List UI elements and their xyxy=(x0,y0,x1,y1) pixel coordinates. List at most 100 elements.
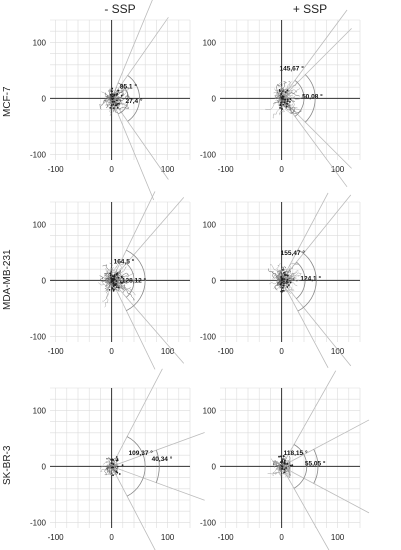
endpoint-dot xyxy=(282,103,285,106)
x-tick-label: -100 xyxy=(218,347,235,356)
angle-arc xyxy=(305,74,316,123)
y-tick-label: 0 xyxy=(42,462,47,471)
endpoint-dot xyxy=(289,100,291,103)
endpoint-dot xyxy=(287,284,290,287)
endpoint-dot xyxy=(281,95,284,98)
endpoint-dot xyxy=(283,468,286,471)
angle-arc xyxy=(117,82,129,115)
endpoint-dot xyxy=(283,471,286,474)
endpoint-dot xyxy=(279,283,282,286)
trajectory xyxy=(273,463,282,468)
angle-arc xyxy=(297,249,317,312)
endpoint-dot xyxy=(111,287,114,290)
trajectory xyxy=(111,278,127,283)
x-tick-label: -100 xyxy=(48,165,65,174)
y-tick-label: 100 xyxy=(33,406,47,415)
endpoint-dot xyxy=(281,289,284,292)
y-tick-label: -100 xyxy=(200,150,217,159)
endpoint-dot xyxy=(282,458,284,461)
trajectory xyxy=(108,96,114,103)
trajectory xyxy=(110,458,114,467)
endpoint-dot xyxy=(112,281,115,284)
endpoint-dot xyxy=(286,89,289,92)
endpoint-dot xyxy=(110,458,112,461)
endpoint-dot xyxy=(111,93,114,96)
angle-label: 50,08 ° xyxy=(302,92,323,100)
endpoint-dot xyxy=(116,106,119,109)
endpoint-dot xyxy=(117,286,120,289)
endpoint-dot xyxy=(282,268,284,271)
y-tick-label: 0 xyxy=(42,94,47,103)
endpoint-dot xyxy=(281,286,284,289)
endpoint-dot xyxy=(286,278,289,281)
endpoint-dot xyxy=(112,97,115,100)
sector-ray xyxy=(111,466,205,501)
endpoint-dot xyxy=(113,288,115,291)
endpoint-dot xyxy=(279,103,282,106)
endpoint-dot xyxy=(117,89,120,92)
endpoint-dot xyxy=(111,87,114,90)
x-tick-label: -100 xyxy=(48,533,65,542)
trajectory xyxy=(273,462,282,468)
endpoint-dot xyxy=(112,278,115,281)
endpoint-dot xyxy=(116,273,118,276)
endpoint-dot xyxy=(282,284,285,287)
y-tick-label: -100 xyxy=(200,518,217,527)
endpoint-dot xyxy=(283,271,285,274)
endpoint-dot xyxy=(110,466,113,469)
angle-arc xyxy=(126,436,146,497)
y-tick-label: -100 xyxy=(30,332,47,341)
trajectory xyxy=(281,461,291,467)
endpoint-dot xyxy=(284,91,287,94)
trajectory xyxy=(281,89,297,99)
x-tick-label: 100 xyxy=(161,347,175,356)
endpoint-dot xyxy=(113,94,116,97)
endpoint-dot xyxy=(110,104,113,107)
angle-label: 55,05 ° xyxy=(305,459,326,467)
endpoint-dot xyxy=(289,281,292,284)
sector-ray xyxy=(281,370,337,467)
endpoint-dot xyxy=(280,93,283,95)
endpoint-dot xyxy=(286,98,289,101)
angle-label: 164,5 ° xyxy=(114,258,135,266)
angle-arc xyxy=(294,80,305,117)
endpoint-dot xyxy=(285,467,287,469)
panel-2: -100-100 0 0 100 100 164,5 ° 128,12 ° xyxy=(30,191,191,370)
endpoint-dot xyxy=(283,459,286,462)
sector-ray xyxy=(281,280,352,367)
y-tick-label: 0 xyxy=(212,276,217,285)
row-label-mda-mb-231: MDA-MB-231 xyxy=(2,249,13,311)
x-tick-label: 0 xyxy=(109,347,114,356)
trajectory xyxy=(281,270,299,282)
endpoint-dot xyxy=(111,100,114,103)
endpoint-dot xyxy=(108,288,111,291)
angle-arc xyxy=(127,75,140,122)
trajectory xyxy=(102,280,112,302)
endpoint-dot xyxy=(114,104,117,107)
angle-arc xyxy=(293,444,308,489)
sector-ray xyxy=(111,368,163,467)
endpoint-dot xyxy=(117,102,120,105)
endpoint-dot xyxy=(117,276,120,279)
x-tick-label: -100 xyxy=(218,533,235,542)
sector-ray xyxy=(281,192,329,281)
trajectory xyxy=(281,456,291,467)
sector-ray xyxy=(111,280,185,364)
trajectory xyxy=(104,280,113,308)
endpoint-dot xyxy=(109,272,112,275)
endpoint-dot xyxy=(286,100,289,103)
column-header-plus-ssp: + SSP xyxy=(292,2,328,16)
angle-arc xyxy=(155,449,160,483)
endpoint-dot xyxy=(281,459,284,462)
y-tick-label: 100 xyxy=(203,220,217,229)
x-tick-label: 0 xyxy=(279,165,284,174)
endpoint-dot xyxy=(116,103,119,105)
y-tick-label: 100 xyxy=(33,220,47,229)
trajectory xyxy=(279,81,288,99)
endpoint-dot xyxy=(286,281,289,284)
endpoint-dot xyxy=(280,282,283,285)
x-tick-label: -100 xyxy=(48,347,65,356)
endpoint-dot xyxy=(112,463,115,465)
endpoint-dot xyxy=(109,274,112,277)
